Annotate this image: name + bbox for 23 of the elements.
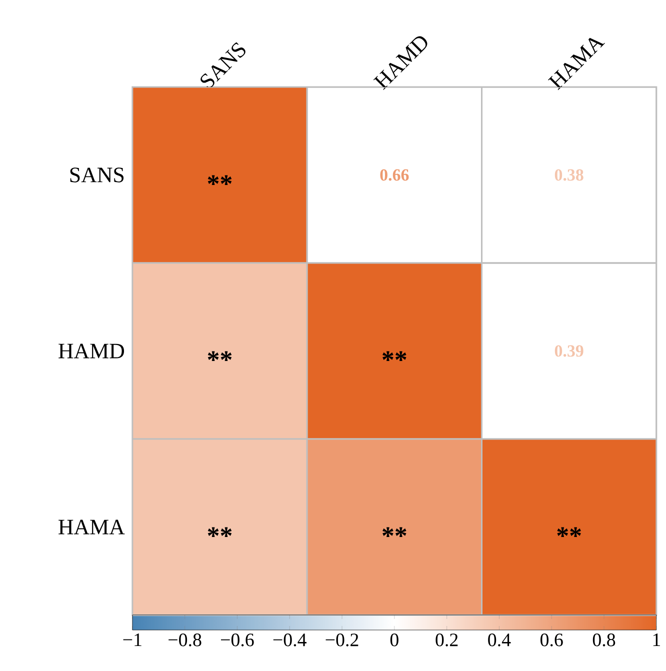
y-tick-label: HAMA	[58, 520, 125, 534]
color-bar-label: 0.4	[488, 634, 511, 646]
color-bar-label: −0.2	[326, 634, 358, 646]
y-tick-label: HAMD	[58, 344, 124, 358]
color-bar-label: −0.6	[220, 634, 254, 646]
text: 0.39	[554, 345, 584, 357]
color-bar-label: 0.6	[540, 634, 563, 646]
data-label: **	[208, 351, 232, 362]
y-tick-label: SANS	[70, 168, 124, 182]
text: 0.66	[380, 169, 409, 181]
color-bar-label: 0.2	[435, 634, 458, 646]
color-bar-label: 1	[653, 634, 660, 646]
text: 0.38	[554, 169, 584, 181]
data-label: **	[208, 527, 232, 538]
data-label: **	[382, 351, 406, 362]
data-label: **	[557, 527, 581, 538]
data-label: **	[208, 175, 232, 186]
data-label: **	[382, 527, 406, 538]
color-bar-label: −0.4	[273, 634, 306, 646]
color-bar-label: −0.8	[168, 634, 202, 646]
color-bar-label: 0	[390, 634, 398, 646]
color-bar-label: 0.8	[592, 634, 615, 646]
color-bar-label: −1	[123, 634, 142, 646]
